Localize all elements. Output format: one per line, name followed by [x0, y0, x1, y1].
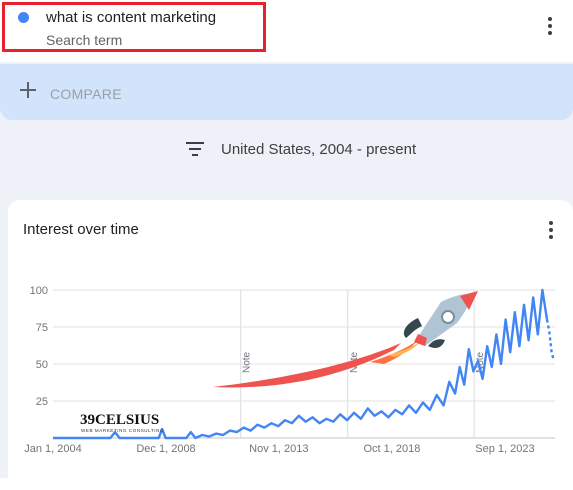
y-tick-label: 100: [30, 285, 48, 297]
watermark-tagline: WEB MARKETING CONSULTING: [81, 428, 164, 433]
watermark-name: 39CELSIUS: [80, 412, 159, 428]
chart-more-options-icon[interactable]: [541, 220, 561, 240]
watermark-logo: 39CELSIUS WEB MARKETING CONSULTING: [80, 412, 164, 433]
compare-button[interactable]: COMPARE: [0, 64, 573, 120]
x-tick-label: Oct 1, 2018: [363, 443, 420, 455]
x-tick-label: Dec 1, 2008: [136, 443, 195, 455]
y-tick-label: 25: [36, 396, 48, 408]
chart-series-layer: [53, 288, 556, 440]
highlight-box: [2, 2, 266, 52]
rocket-icon: [213, 291, 478, 388]
search-term-title[interactable]: what is content marketing: [46, 9, 217, 26]
plus-icon: [18, 80, 38, 100]
x-tick-label: Jan 1, 2004: [24, 443, 82, 455]
y-tick-label: 50: [36, 359, 48, 371]
chart-x-ticks: Jan 1, 2004 Dec 1, 2008 Nov 1, 2013 Oct 1, …: [24, 443, 534, 455]
compare-label: COMPARE: [50, 86, 122, 102]
series-line-partial: [545, 319, 556, 362]
region-timeframe-filter[interactable]: United States, 2004 - present: [221, 141, 417, 158]
search-term-subtitle: Search term: [46, 32, 123, 48]
x-tick-label: Sep 1, 2023: [475, 443, 534, 455]
series-line[interactable]: [53, 288, 549, 440]
annotation-note-label[interactable]: Note: [475, 351, 486, 373]
annotation-note-label[interactable]: Note: [242, 351, 253, 373]
search-term-card: what is content marketing Search term: [0, 0, 573, 62]
filter-row[interactable]: United States, 2004 - present: [0, 138, 573, 162]
series-color-dot: [18, 12, 29, 23]
chart-grid: 25 50 75 100: [30, 285, 555, 439]
y-tick-label: 75: [36, 322, 48, 334]
card-title: Interest over time: [23, 221, 139, 238]
term-more-options-icon[interactable]: [540, 16, 560, 36]
x-tick-label: Nov 1, 2013: [249, 443, 308, 455]
filter-icon[interactable]: [186, 142, 204, 156]
